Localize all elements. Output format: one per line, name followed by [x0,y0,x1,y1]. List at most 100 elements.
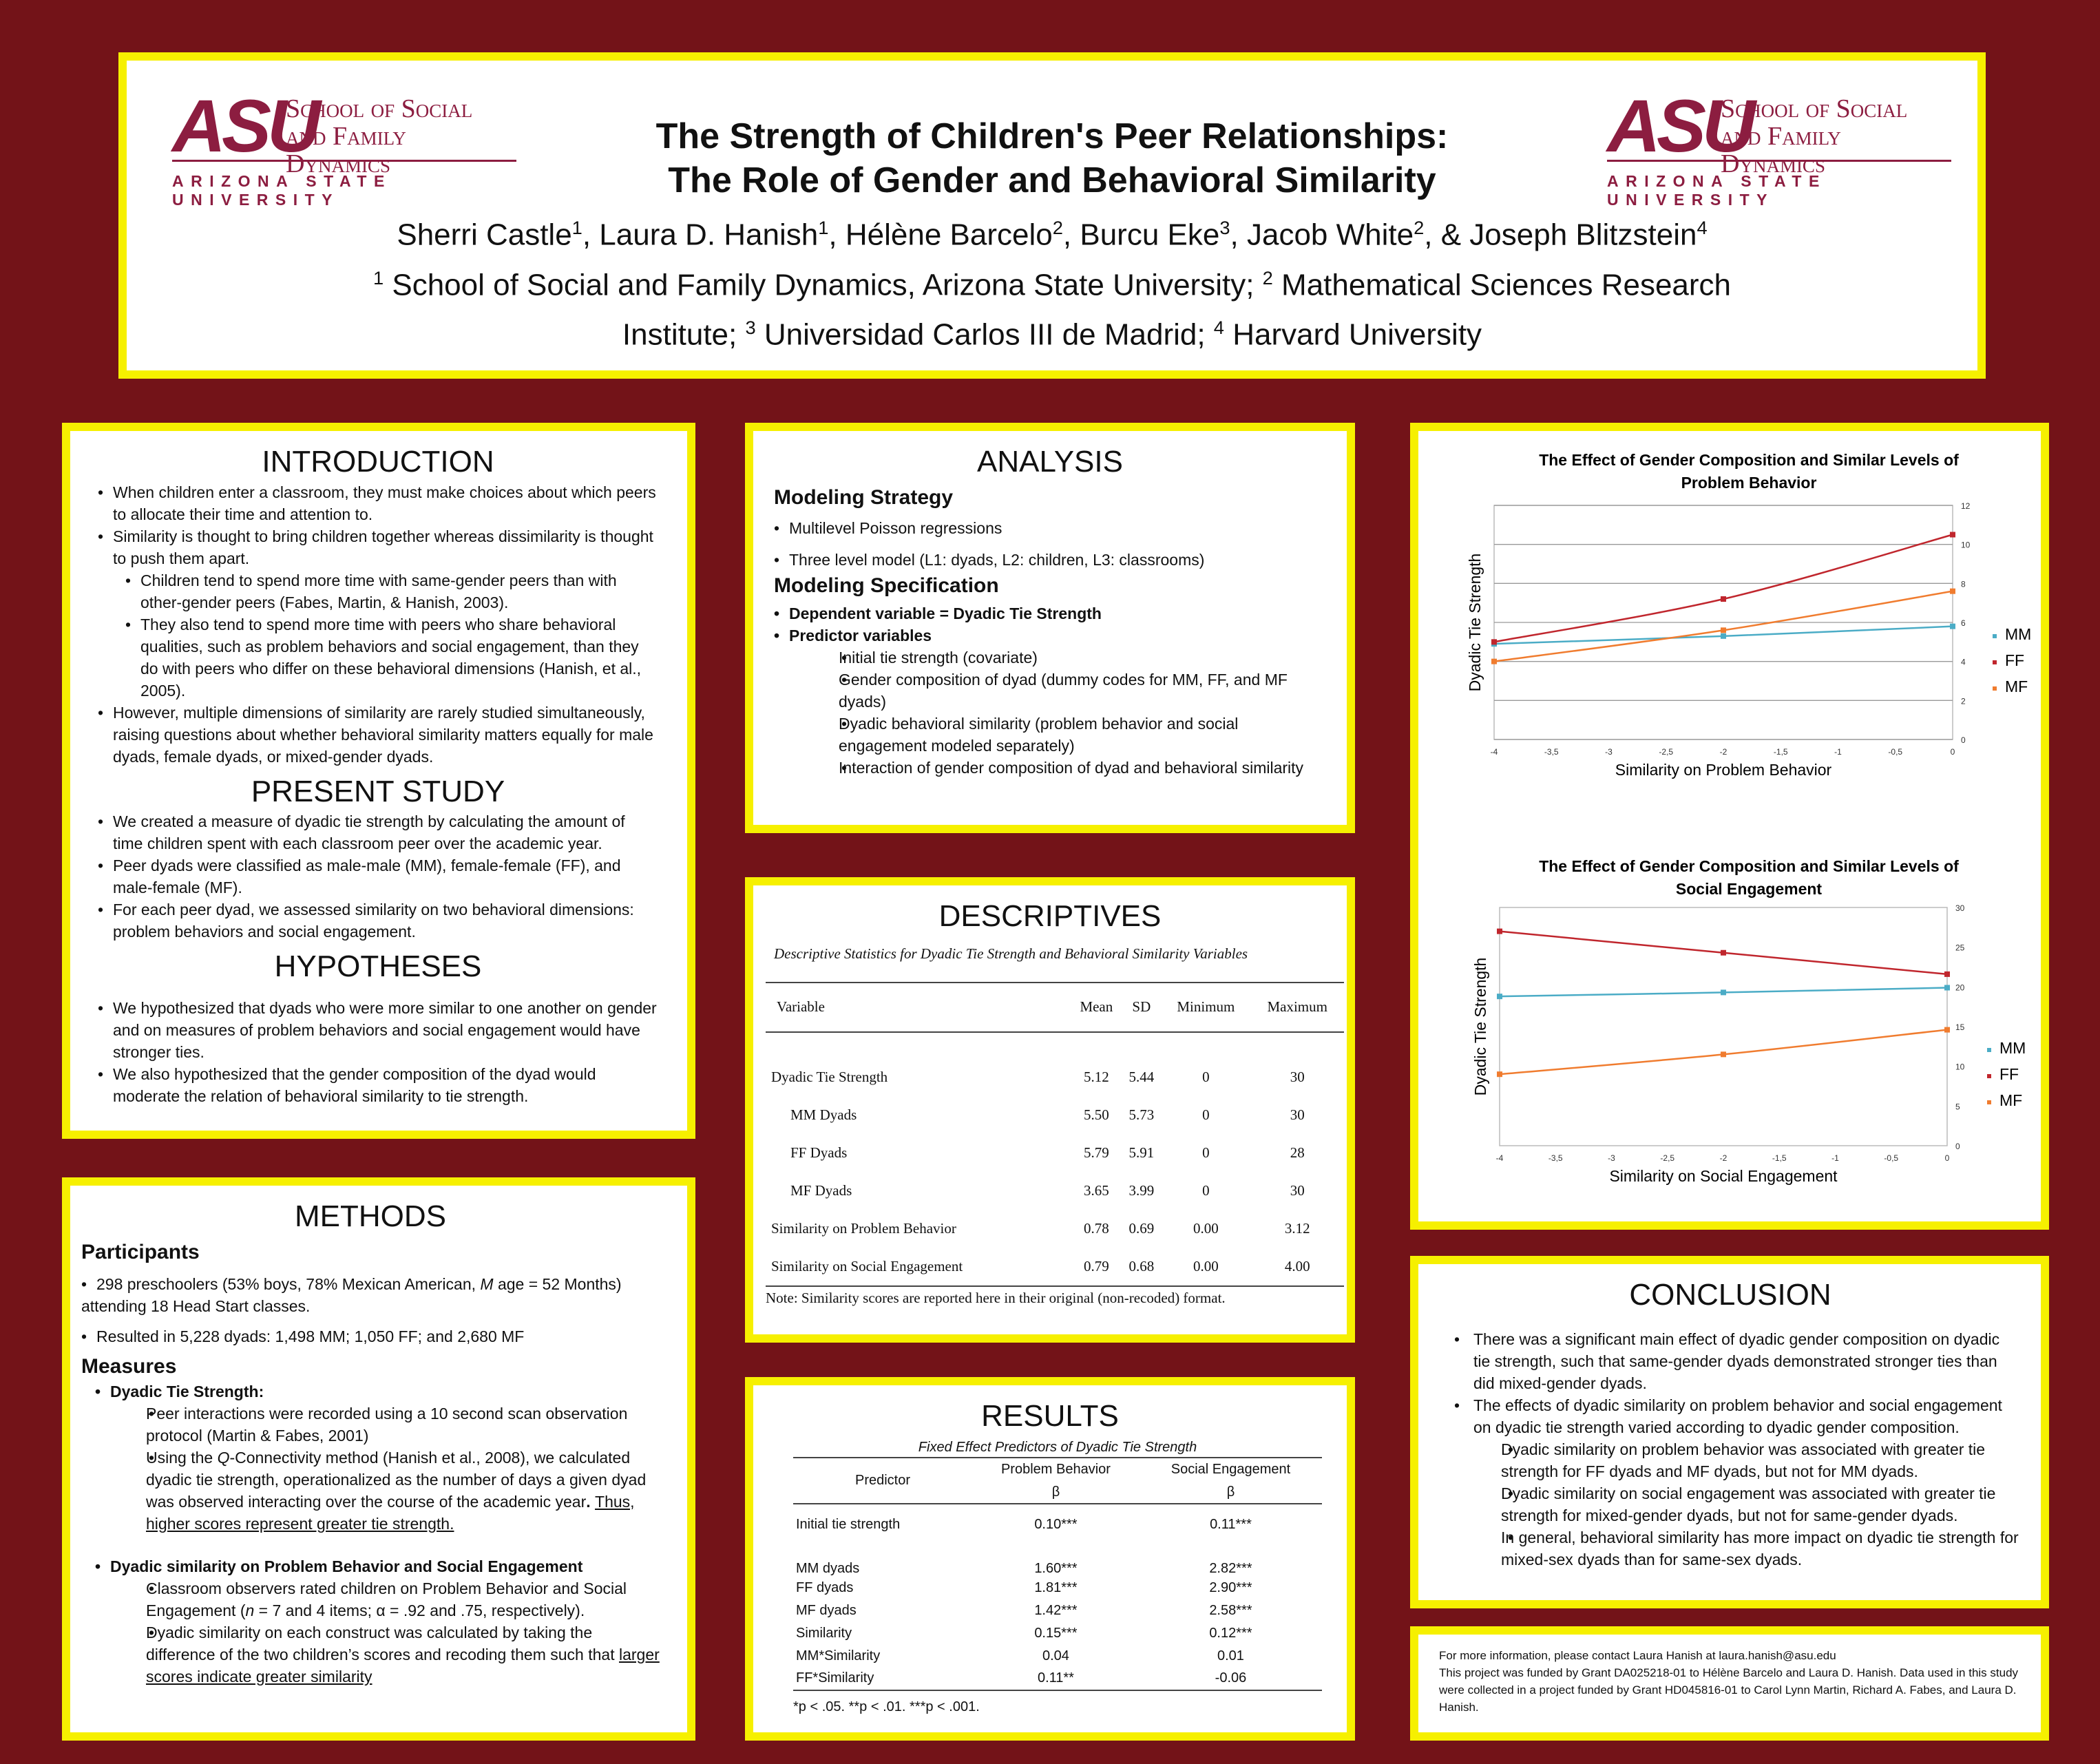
spec-list: Dependent variable = Dyadic Tie Strength… [774,602,1326,779]
descriptives-title: DESCRIPTIVES [938,899,1162,933]
y-tick-label: 20 [1955,983,1965,992]
table-row: MF dyads 1.42*** 2.58*** [793,1599,1322,1622]
table-row: MM*Similarity 0.04 0.01 [793,1645,1322,1668]
logo-divider [1607,160,1951,162]
asu-logo-left: ASU School of Social and Family Dynamics… [172,88,516,209]
modeling-strategy-heading: Modeling Strategy [774,485,954,509]
x-tick-label: -3,5 [1548,1153,1563,1163]
list-item: However, multiple dimensions of similari… [98,702,658,768]
data-point [1950,623,1955,629]
list-item: There was a significant main effect of d… [1454,1328,2020,1394]
table-cell: 5.79 [1083,1144,1109,1161]
data-point [1491,658,1497,664]
measures-text: Dyadic Tie Strength: Peer interactions w… [81,1380,660,1688]
x-tick-label: -1,5 [1774,747,1788,757]
table-cell: 2.90*** [1209,1579,1252,1595]
list-item: We hypothesized that dyads who were more… [98,997,658,1063]
table-cell: 5.73 [1128,1106,1155,1123]
list-item: Multilevel Poisson regressions [774,517,1326,539]
descriptives-caption: Descriptive Statistics for Dyadic Tie St… [774,945,1248,962]
x-tick-label: -3 [1605,747,1613,757]
table-cell: 0.79 [1083,1257,1109,1274]
footer-panel: For more information, please contact Lau… [1410,1626,2049,1741]
data-point [1944,985,1950,991]
legend-marker [1987,1048,1991,1052]
author-affil: 3 [1219,217,1230,238]
results-title: RESULTS [981,1399,1119,1433]
present-study-list: We created a measure of dyadic tie stren… [98,810,658,943]
y-axis-label: Dyadic Tie Strength [1471,958,1489,1096]
plot-area [1499,907,1948,1146]
logo-school-name: School of Social and Family Dynamics [286,94,473,178]
logo-school-name: School of Social and Family Dynamics [1721,94,1908,178]
author-name: Burcu Eke [1080,218,1220,252]
participants-text: 298 preschoolers (53% boys, 78% Mexican … [81,1273,660,1347]
legend-marker [1993,634,1997,638]
descriptives-panel: DESCRIPTIVES Descriptive Statistics for … [745,877,1355,1343]
logo-university: ARIZONA STATE UNIVERSITY [172,172,392,209]
analysis-panel: ANALYSIS Modeling Strategy Multilevel Po… [745,423,1355,833]
legend-label: FF [2005,651,2024,669]
list-item: Interaction of gender composition of dya… [774,757,1326,779]
x-axis-label: Similarity on Social Engagement [1609,1167,1838,1185]
row-label: Similarity on Problem Behavior [771,1219,956,1237]
table-cell: 0.10*** [1034,1516,1078,1532]
author-list: Sherri Castle1, Laura D. Hanish1, Hélène… [397,217,1708,252]
x-tick-label: -1 [1831,1153,1839,1163]
y-tick-label: 2 [1961,696,1966,706]
data-point [1497,928,1502,934]
table-row: FF dyads 1.81*** 2.90*** [793,1577,1322,1599]
table-cell: 1.81*** [1034,1579,1078,1595]
list-item: Children tend to spend more time with sa… [98,569,658,613]
table-cell: 0.00 [1193,1219,1219,1237]
table-cell: 5.44 [1128,1068,1155,1085]
data-point [1497,994,1502,1000]
funding-text: This project was funded by Grant DA02521… [1439,1666,2019,1714]
data-point [1721,627,1726,633]
table-cell: 0.00 [1193,1257,1219,1274]
introduction-list: When children enter a classroom, they mu… [98,481,658,768]
list-item: We created a measure of dyadic tie stren… [98,810,658,854]
list-item: When children enter a classroom, they mu… [98,481,658,525]
list-item: For each peer dyad, we assessed similari… [98,899,658,943]
author-affil: 2 [1414,217,1425,238]
x-tick-label: -2 [1720,1153,1728,1163]
row-label: MM dyads [796,1560,860,1576]
data-point [1721,949,1726,956]
list-item: Similarity is thought to bring children … [98,525,658,569]
author-affil: 1 [571,217,582,238]
x-tick-label: -0,5 [1884,1153,1898,1163]
table-cell: 2.58*** [1209,1602,1252,1618]
strategy-list: Multilevel Poisson regressions Three leve… [774,517,1326,571]
table-cell: 3.65 [1083,1182,1109,1199]
table-row: MM Dyads 5.50 5.73 0 30 [766,1096,1344,1134]
table-cell: 5.91 [1128,1144,1155,1161]
list-item: In general, behavioral similarity has mo… [1440,1526,2020,1571]
list-item: Gender composition of dyad (dummy codes … [774,669,1326,713]
results-caption: Fixed Effect Predictors of Dyadic Tie St… [793,1440,1322,1458]
data-point [1944,971,1950,977]
x-axis-label: Similarity on Problem Behavior [1615,761,1832,779]
table-cell: 2.82*** [1209,1560,1252,1576]
y-tick-label: 12 [1961,501,1971,511]
x-tick-label: -2,5 [1659,747,1673,757]
row-label: MF dyads [796,1602,857,1618]
poster-title-line1: The Strength of Children's Peer Relation… [655,116,1449,156]
contact-text: For more information, please contact Lau… [1439,1649,1836,1662]
row-label: FF*Similarity [796,1670,874,1686]
y-tick-label: 8 [1961,579,1966,589]
table-cell: 3.12 [1284,1219,1310,1237]
legend-marker [1987,1100,1991,1104]
introduction-panel: INTRODUCTION When children enter a class… [62,423,695,1139]
chart-title: The Effect of Gender Composition and Sim… [1539,451,1959,492]
row-label: MM*Similarity [796,1648,881,1663]
x-tick-label: -3,5 [1544,747,1559,757]
list-item: Three level model (L1: dyads, L2: childr… [774,549,1326,571]
legend-label: MF [1999,1091,2022,1109]
table-cell: -0.06 [1215,1670,1247,1686]
author-name: Laura D. Hanish [599,218,819,252]
y-tick-label: 5 [1955,1102,1960,1111]
list-item: Dyadic similarity on social engagement w… [1440,1482,2020,1526]
title-block: The Strength of Children's Peer Relation… [127,114,1977,357]
row-label: Similarity [796,1625,852,1641]
